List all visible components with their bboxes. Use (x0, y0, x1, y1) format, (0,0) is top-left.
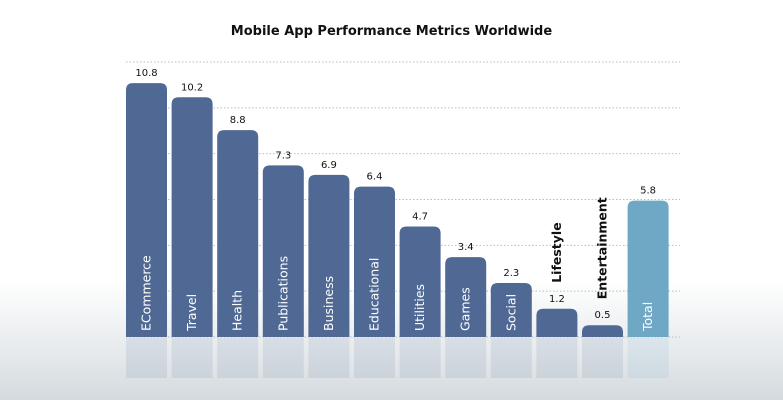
chart-title: Mobile App Performance Metrics Worldwide (230, 24, 553, 39)
bar-entertainment (582, 325, 623, 337)
value-label: 0.5 (595, 310, 611, 321)
bar-publications (262, 165, 304, 337)
value-label: 1.2 (549, 294, 565, 305)
bar-business (308, 174, 350, 337)
value-label: 10.2 (181, 82, 203, 93)
bar-games (445, 257, 487, 337)
bar-reflection (262, 338, 304, 378)
bar-reflection (171, 338, 213, 378)
bar-reflection (627, 338, 669, 378)
bar-reflection (490, 338, 532, 378)
category-label: Business (321, 276, 336, 331)
value-label: 10.8 (135, 68, 157, 79)
bar-reflection (582, 338, 623, 378)
category-label: Total (640, 302, 655, 332)
value-label: 7.3 (275, 150, 291, 161)
value-label: 4.7 (412, 212, 428, 223)
bar-reflection (399, 338, 441, 378)
bar-social (490, 282, 532, 337)
category-label: Travel (184, 294, 199, 332)
bar-reflection (308, 338, 350, 378)
bar-reflection (126, 338, 167, 378)
bar-reflection (354, 338, 395, 378)
category-label: Utilities (412, 284, 427, 331)
bar-total (627, 200, 669, 337)
bar-utilities (399, 226, 441, 337)
bar-reflection (217, 338, 259, 378)
category-label: Lifestyle (549, 222, 564, 283)
category-label: Social (503, 294, 518, 331)
value-label: 3.4 (458, 242, 474, 253)
value-label: 6.4 (367, 172, 383, 183)
category-label: Publications (275, 256, 290, 331)
value-label: 8.8 (230, 115, 246, 126)
bar-reflection (536, 338, 578, 378)
bar-travel (171, 97, 213, 337)
bar-educational (354, 186, 395, 337)
category-label: Health (230, 290, 245, 331)
bar-reflection (445, 338, 487, 378)
value-label: 2.3 (503, 268, 519, 279)
value-label: 6.9 (321, 160, 337, 171)
category-label: Entertainment (595, 197, 610, 299)
bar-ecommerce (126, 83, 167, 338)
bar-health (217, 130, 259, 337)
category-label: Educational (367, 258, 382, 331)
value-label: 5.8 (640, 186, 656, 197)
bar-lifestyle (536, 308, 578, 337)
category-label: Games (458, 287, 473, 331)
category-label: ECommerce (139, 255, 154, 331)
